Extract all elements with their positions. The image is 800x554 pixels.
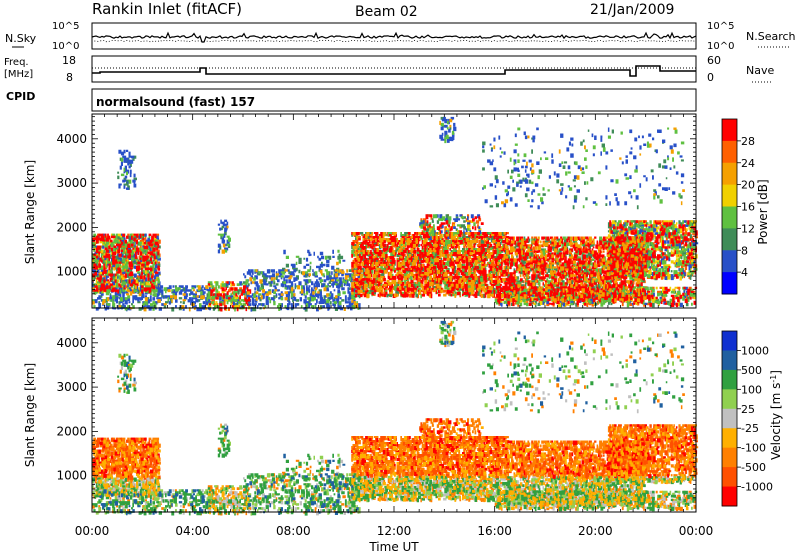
beam-label: Beam 02 [355,4,418,20]
colorbar-swatch [722,228,737,251]
power-colorbar-label: Power [dB] [756,179,770,244]
x-tick-label: 08:00 [276,524,311,538]
colorbar-tick-label: 1000 [741,344,769,357]
colorbar-swatch [722,408,737,429]
y-tick-label: 2000 [56,424,87,438]
time-axis: 00:00 04:00 08:00 12:00 16:00 20:00 00:00 [75,524,714,538]
x-tick-label: 00:00 [679,524,714,538]
x-tick-label: 16:00 [477,524,512,538]
colorbar-tick-label: 24 [741,157,755,170]
colorbar-frame [721,330,738,507]
nsearch-tick-bottom: 10^0 [707,41,734,52]
x-tick-label: 04:00 [175,524,210,538]
colorbar-swatch [722,272,737,295]
velocity-scatter [93,422,698,515]
colorbar-tick-label: 25 [741,403,755,416]
nsky-panel: N.Sky 10^5 10^0 10^5 10^0 N.Search [5,21,796,52]
freq-tick-bottom: 8 [66,71,73,84]
colorbar-tick-label: 4 [741,266,748,279]
colorbar-tick-label: 100 [741,383,762,396]
y-tick-label: 2000 [56,220,87,234]
nave-label: Nave [746,64,774,77]
colorbar-tick-label: 20 [741,179,755,192]
colorbar-tick-label: 12 [741,222,755,235]
velocity-scatter [92,320,699,516]
colorbar-tick-label: 8 [741,244,748,257]
nsky-frame [91,22,697,50]
velocity-scatter [92,322,698,516]
y-tick-label: 1000 [56,265,87,279]
power-scatter [92,120,698,312]
date-label: 21/Jan/2009 [590,2,674,18]
colorbar-swatch [722,350,737,371]
freq-trace [92,65,696,77]
freq-tick-top: 18 [62,54,76,67]
colorbar-tick-label: 16 [741,201,755,214]
nave-tick-bottom: 0 [707,71,714,84]
colorbar-tick-label: 28 [741,135,755,148]
nsearch-trace [91,39,697,43]
colorbar-tick-label: -25 [741,422,759,435]
y-tick-label: 3000 [56,176,87,190]
colorbar-swatch [722,389,737,410]
nsearch-label: N.Search [746,30,796,43]
colorbar-tick-label: -500 [741,461,766,474]
nsky-label: N.Sky [5,32,37,45]
colorbar-swatch [722,206,737,229]
colorbar-swatch [722,369,737,390]
nsearch-tick-top: 10^5 [707,21,734,32]
site-title: Rankin Inlet (fitACF) [92,0,242,18]
y-tick-label: 4000 [56,132,87,146]
nsky-tick-bottom: 10^0 [52,41,79,52]
freq-label: Freq. [4,57,29,68]
velocity-data [92,320,699,516]
freq-panel: Freq. [MHz] 18 8 60 0 Nave [4,54,774,84]
colorbar-swatch [722,119,737,142]
y-tick-label: 4000 [56,336,87,350]
nsky-trace [91,31,697,43]
colorbar-swatch [722,467,737,488]
time-axis-label: Time UT [368,540,419,554]
freq-unit-label: [MHz] [4,69,33,80]
colorbar-swatch [722,162,737,186]
colorbar-swatch [722,140,737,164]
velocity-ylabel: Slant Range [km] [23,363,37,467]
velocity-colorbar-label: Velocity [m s-1] [769,370,783,460]
colorbar-swatch [722,184,737,207]
velocity-scatter [92,418,698,479]
colorbar-swatch [722,331,737,351]
cpid-label: CPID [6,90,35,103]
power-data [92,116,699,312]
velocity-scatter [92,418,698,480]
velocity-colorbar: 1000 500 100 25 -25 -100 -500 -1000 [721,330,773,507]
colorbar-tick-label: -100 [741,442,766,455]
x-tick-label: 12:00 [377,524,412,538]
velocity-axes: 1000 2000 3000 4000 [56,318,697,512]
cpid-frame [91,88,697,112]
x-tick-label: 20:00 [578,524,613,538]
cpid-text: normalsound (fast) 157 [96,95,255,109]
colorbar-swatch [722,250,737,273]
colorbar-swatch [722,486,737,507]
colorbar-tick-label: -1000 [741,481,773,494]
x-tick-label: 00:00 [75,524,110,538]
colorbar-swatch [722,447,737,468]
colorbar-tick-label: 500 [741,364,762,377]
power-axes: 1000 2000 3000 4000 [56,114,697,308]
freq-frame [91,55,697,83]
nsky-tick-top: 10^5 [52,21,79,32]
power-colorbar: 28 24 20 16 12 8 4 [721,118,755,295]
power-ylabel: Slant Range [km] [23,160,37,264]
y-tick-label: 3000 [56,380,87,394]
nave-tick-top: 60 [707,54,721,67]
y-tick-label: 1000 [56,469,87,483]
cpid-panel: CPID normalsound (fast) 157 [6,88,697,112]
colorbar-swatch [722,428,737,449]
power-panel: 1000 2000 3000 4000 Slant Range [km] 28 24 20… [23,113,770,312]
velocity-panel: 1000 2000 3000 4000 Slant Range [km] 1000 50… [23,317,783,516]
